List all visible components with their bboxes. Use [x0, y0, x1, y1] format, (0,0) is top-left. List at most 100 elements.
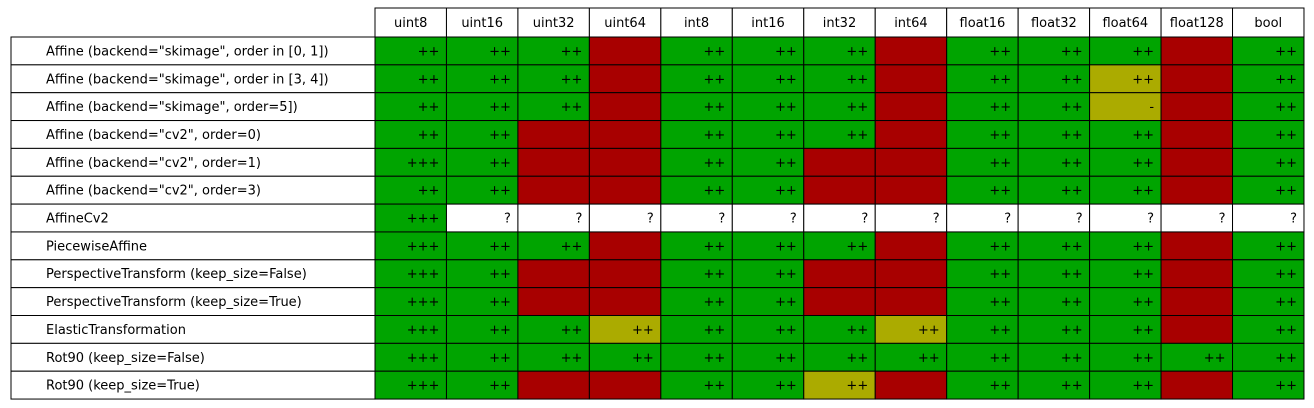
cell-value: ++ [1275, 351, 1297, 366]
cell-value: ++ [1132, 184, 1154, 199]
cell-green-int32 [803, 64, 876, 94]
cell-value: ++ [418, 128, 440, 143]
cell-red-int32 [803, 147, 876, 177]
cell-white-int32 [803, 203, 876, 233]
cell-red-uint64 [588, 36, 662, 66]
column-header-label: int32 [823, 16, 857, 31]
cell-value: ++ [1132, 72, 1154, 87]
cell-green-int8 [660, 120, 733, 149]
cell-value: ? [718, 212, 725, 227]
cell-green-float32 [1017, 231, 1091, 261]
cell-green-float64 [1089, 175, 1162, 205]
cell-value: ++ [489, 267, 511, 282]
cell-value: ++ [1275, 72, 1297, 87]
cell-value: ++ [846, 100, 868, 115]
cell-value: ++ [989, 267, 1011, 282]
cell-red-float128 [1160, 147, 1234, 177]
column-header-float16: float16 [946, 7, 1019, 38]
cell-red-uint64 [588, 370, 662, 400]
row-label: Affine (backend="skimage", order in [3, … [46, 72, 329, 87]
cell-green-uint8 [374, 92, 447, 122]
table-body: Affine (backend="skimage", order in [0, … [10, 36, 1305, 400]
cell-value: ++ [1061, 72, 1083, 87]
column-header-int8: int8 [660, 7, 733, 38]
row-label-cell [10, 175, 376, 205]
table-row: Affine (backend="skimage", order in [3, … [10, 64, 1305, 94]
row-label: Rot90 (keep_size=False) [46, 351, 205, 366]
cell-value: ++ [489, 295, 511, 310]
row-label: AffineCv2 [46, 212, 109, 227]
cell-value: ++ [846, 379, 868, 394]
cell-value: ++ [418, 72, 440, 87]
cell-red-int64 [874, 259, 948, 289]
cell-value: ++ [704, 44, 726, 59]
cell-green-int16 [731, 315, 805, 344]
column-header-label: int64 [894, 16, 928, 31]
cell-value: ++ [1061, 351, 1083, 366]
cell-red-uint64 [588, 175, 662, 205]
cell-green-int8 [660, 64, 733, 94]
cell-green-float32 [1017, 287, 1091, 316]
cell-value: ++ [1061, 44, 1083, 59]
cell-white-uint16 [445, 203, 519, 233]
cell-value: ++ [846, 44, 868, 59]
cell-value: ++ [489, 323, 511, 338]
cell-red-float128 [1160, 120, 1234, 149]
cell-value: ++ [489, 72, 511, 87]
cell-value: ++ [704, 267, 726, 282]
cell-green-uint8 [374, 315, 447, 344]
cell-red-uint64 [588, 259, 662, 289]
cell-value: ? [1290, 212, 1297, 227]
cell-red-uint32 [517, 147, 590, 177]
column-header-uint64: uint64 [588, 7, 662, 38]
table-row: Rot90 (keep_size=True) +++ ++ ++ ++ ++ ++ ++ ++ +… [10, 370, 1305, 400]
cell-value: ++ [489, 184, 511, 199]
cell-value: ++ [918, 323, 940, 338]
cell-yellow-float64 [1089, 92, 1162, 122]
cell-value: ++ [1275, 44, 1297, 59]
row-label: Affine (backend="skimage", order=5]) [46, 100, 298, 115]
cell-value: ++ [989, 44, 1011, 59]
row-label: Affine (backend="cv2", order=1) [46, 156, 261, 171]
cell-green-int8 [660, 315, 733, 344]
cell-value: ++ [489, 239, 511, 254]
cell-green-uint16 [445, 64, 519, 94]
cell-red-float128 [1160, 315, 1234, 344]
cell-value: +++ [407, 212, 440, 227]
cell-green-int8 [660, 36, 733, 66]
cell-value: ++ [1061, 379, 1083, 394]
cell-green-int8 [660, 92, 733, 122]
cell-green-uint32 [517, 36, 590, 66]
cell-value: ++ [989, 295, 1011, 310]
row-label: ElasticTransformation [46, 323, 186, 338]
cell-green-float64 [1089, 259, 1162, 289]
cell-red-int64 [874, 287, 948, 316]
cell-red-int32 [803, 287, 876, 316]
cell-value: ? [933, 212, 940, 227]
cell-green-uint32 [517, 315, 590, 344]
cell-green-float64 [1089, 342, 1162, 372]
row-label: Affine (backend="skimage", order in [0, … [46, 44, 329, 59]
cell-value: ++ [704, 72, 726, 87]
cell-green-uint16 [445, 370, 519, 400]
column-header-int16: int16 [731, 7, 805, 38]
cell-green-float32 [1017, 175, 1091, 205]
cell-value: ++ [489, 100, 511, 115]
row-label: Affine (backend="cv2", order=3) [46, 184, 261, 199]
cell-value: ++ [1275, 184, 1297, 199]
column-header-label: float64 [1102, 16, 1148, 31]
cell-value: ++ [561, 351, 583, 366]
cell-value: +++ [407, 295, 440, 310]
column-header-row: uint8 uint16 uint32 uint64 int8 int16 int32 int… [374, 7, 1305, 38]
cell-value: ++ [1132, 239, 1154, 254]
cell-red-uint64 [588, 231, 662, 261]
row-label-cell [10, 370, 376, 400]
cell-value: ++ [989, 156, 1011, 171]
cell-red-uint32 [517, 120, 590, 149]
cell-green-uint16 [445, 120, 519, 149]
cell-value: ++ [1132, 128, 1154, 143]
cell-value: ? [1004, 212, 1011, 227]
cell-white-float128 [1160, 203, 1234, 233]
cell-value: ++ [561, 323, 583, 338]
cell-green-float32 [1017, 120, 1091, 149]
